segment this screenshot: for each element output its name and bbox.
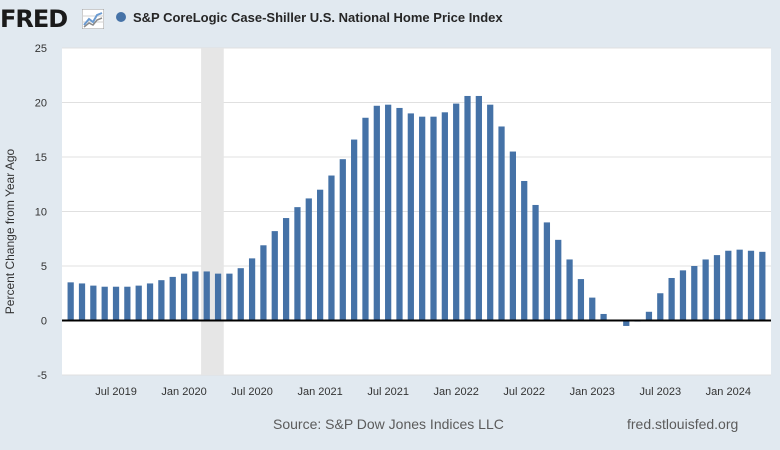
bar[interactable] [623,320,630,326]
bar[interactable] [589,297,596,321]
fred-logo[interactable]: FRED [0,5,68,33]
x-tick-label: Jul 2022 [503,386,545,398]
x-tick-label: Jan 2022 [434,386,479,398]
bar[interactable] [328,175,335,321]
bar[interactable] [385,104,392,321]
bar[interactable] [237,268,244,321]
bar[interactable] [101,286,108,321]
y-tick-label: 25 [35,43,47,55]
x-tick-label: Jan 2023 [570,386,615,398]
bar[interactable] [566,259,573,321]
fred-website-link[interactable]: fred.stlouisfed.org [627,416,739,432]
bar[interactable] [226,273,233,321]
source-text: Source: S&P Dow Jones Indices LLC [273,416,504,432]
bar[interactable] [668,277,675,321]
bar[interactable] [691,266,698,321]
x-tick-label: Jul 2019 [95,386,137,398]
bar[interactable] [124,286,131,321]
y-axis-label: Percent Change from Year Ago [3,148,17,314]
recession-band [201,48,224,375]
x-tick-label: Jul 2023 [639,386,681,398]
bar[interactable] [419,116,426,321]
bar-chart: -5 0 5 10 15 20 25 Jul 2019 Jan 2020 Jul 2020 Jan … [3,43,771,398]
bar[interactable] [294,207,301,321]
bar[interactable] [453,103,460,321]
bar[interactable] [271,231,278,321]
bar[interactable] [214,273,222,321]
y-tick-label: 20 [35,98,47,110]
bar[interactable] [135,285,142,321]
bar[interactable] [373,105,380,321]
bar[interactable] [317,189,324,321]
bar[interactable] [67,282,74,321]
bar[interactable] [362,117,369,321]
bar[interactable] [169,276,176,321]
bar[interactable] [192,271,199,321]
bar[interactable] [282,218,290,321]
bar[interactable] [260,245,267,321]
bar[interactable] [112,286,120,321]
bar[interactable] [78,283,86,321]
bar[interactable] [430,116,437,321]
y-tick-label: 5 [41,261,47,273]
bar[interactable] [487,104,494,321]
bar[interactable] [498,126,505,321]
bar[interactable] [90,285,97,321]
y-tick-label: -5 [37,370,47,382]
bar[interactable] [713,255,721,321]
bar-series [67,95,766,326]
y-tick-label: 10 [35,207,47,219]
bar[interactable] [679,270,687,321]
chart-header: FRED S&P CoreLogic Case-Shiller U.S. Nat… [0,0,780,38]
bar[interactable] [600,313,607,321]
x-tick-label: Jul 2021 [367,386,409,398]
bar[interactable] [475,95,482,321]
x-tick-label: Jan 2020 [161,386,206,398]
x-tick-label: Jan 2021 [297,386,342,398]
bar[interactable] [158,280,165,321]
series-title[interactable]: S&P CoreLogic Case-Shiller U.S. National… [133,10,503,25]
bar[interactable] [555,239,562,321]
bar[interactable] [759,251,766,321]
bar[interactable] [509,151,516,321]
bar[interactable] [396,107,403,321]
axes: -5 0 5 10 15 20 25 Jul 2019 Jan 2020 Jul 2020 Jan … [35,43,771,398]
bar[interactable] [577,279,585,321]
bar[interactable] [645,311,653,321]
bar[interactable] [441,112,448,321]
bar[interactable] [407,113,414,321]
bar[interactable] [736,249,743,321]
bar[interactable] [203,271,210,321]
y-tick-label: 15 [35,152,47,164]
line-graph-icon [82,9,104,29]
bar[interactable] [702,259,709,321]
bar[interactable] [747,250,755,321]
bar[interactable] [657,293,664,321]
x-tick-label: Jan 2024 [706,386,751,398]
bar[interactable] [339,159,346,321]
bar[interactable] [725,250,732,321]
y-tick-label: 0 [41,316,47,328]
legend-marker [116,12,126,22]
x-tick-label: Jul 2020 [231,386,273,398]
bar[interactable] [464,95,471,321]
bar[interactable] [248,258,256,321]
bar[interactable] [532,204,539,321]
bar[interactable] [180,273,188,321]
bar[interactable] [146,283,154,321]
bar[interactable] [543,222,551,321]
recession-shading [201,48,224,375]
bar[interactable] [521,180,528,321]
bar[interactable] [351,139,358,321]
bar[interactable] [305,198,312,321]
